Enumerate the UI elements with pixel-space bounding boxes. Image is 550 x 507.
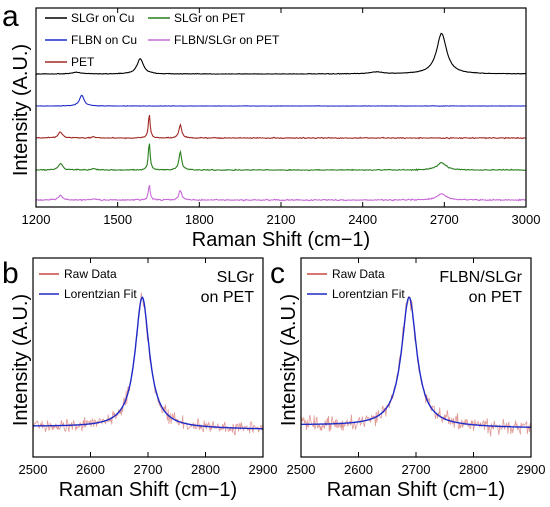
panel-a: a Intensity (A.U.) 1200 1500 1800 2100 2400 2… <box>2 0 540 251</box>
panel-a-legend: SLGr on Cu FLBN on Cu PET SLGr on PET FLBN/S… <box>45 11 280 69</box>
x-tick-label: 2800 <box>459 462 488 477</box>
panel-b-label: b <box>2 257 19 290</box>
x-tick-label: 2900 <box>249 462 278 477</box>
panel-c-annotation-line-1: FLBN/SLGr <box>439 269 522 286</box>
legend-label: FLBN/SLGr on PET <box>174 33 280 47</box>
panel-b-legend: Raw Data Lorentzian Fit <box>39 267 137 301</box>
x-tick-label: 1500 <box>103 212 132 227</box>
x-tick-label: 2600 <box>344 462 373 477</box>
panel-c-x-axis-label: Raman Shift (cm−1) <box>327 479 505 501</box>
legend-label: SLGr on PET <box>174 11 246 25</box>
x-tick-label: 2700 <box>402 462 431 477</box>
panel-a-y-axis-label: Intensity (A.U.) <box>10 44 32 176</box>
x-tick-label: 3000 <box>512 212 541 227</box>
series-line-raw-data <box>32 292 264 436</box>
legend-label: Lorentzian Fit <box>64 287 137 301</box>
panel-c-annotation-line-2: on PET <box>469 289 523 306</box>
series-line-lorentzian-fit <box>32 296 263 430</box>
x-tick-label: 2500 <box>287 462 316 477</box>
panel-b-annotation-line-1: SLGr <box>217 269 255 286</box>
legend-label: PET <box>71 55 95 69</box>
panel-c-legend: Raw Data Lorentzian Fit <box>307 267 405 301</box>
series-line-slgr-on-pet <box>35 143 527 172</box>
panel-b-y-axis-label: Intensity (A.U.) <box>10 294 32 426</box>
x-tick-label: 2700 <box>430 212 459 227</box>
series-line-pet <box>36 114 527 140</box>
panel-c: c Intensity (A.U.) 2500 2600 2700 2800 2900 … <box>270 257 545 501</box>
x-tick-label: 2900 <box>517 462 546 477</box>
x-tick-label: 1200 <box>22 212 51 227</box>
legend-label: Raw Data <box>332 267 385 281</box>
legend-label: SLGr on Cu <box>71 11 134 25</box>
legend-label: Lorentzian Fit <box>332 287 405 301</box>
x-tick-label: 2400 <box>348 212 377 227</box>
series-line-flbn-slgr-on-pet <box>36 184 527 202</box>
legend-label: Raw Data <box>64 267 117 281</box>
panel-c-y-axis-label: Intensity (A.U.) <box>278 294 300 426</box>
series-line-flbn-on-cu <box>35 94 526 107</box>
series-line-lorentzian-fit <box>301 296 531 428</box>
x-tick-label: 2100 <box>267 212 296 227</box>
x-tick-label: 2600 <box>76 462 105 477</box>
panel-b: b Intensity (A.U.) 2500 2600 2700 2800 2900 … <box>2 257 277 501</box>
panel-a-label: a <box>2 0 19 33</box>
x-tick-label: 2700 <box>134 462 163 477</box>
panel-b-annotation-line-2: on PET <box>201 289 255 306</box>
series-line-slgr-on-cu <box>35 32 527 75</box>
panel-b-x-axis-label: Raman Shift (cm−1) <box>59 479 237 501</box>
panel-c-label: c <box>270 257 285 290</box>
x-tick-label: 1800 <box>185 212 214 227</box>
x-tick-label: 2800 <box>191 462 220 477</box>
series-line-raw-data <box>300 295 532 437</box>
panel-a-x-axis-label: Raman Shift (cm−1) <box>192 229 370 251</box>
x-tick-label: 2500 <box>19 462 48 477</box>
legend-label: FLBN on Cu <box>71 33 137 47</box>
